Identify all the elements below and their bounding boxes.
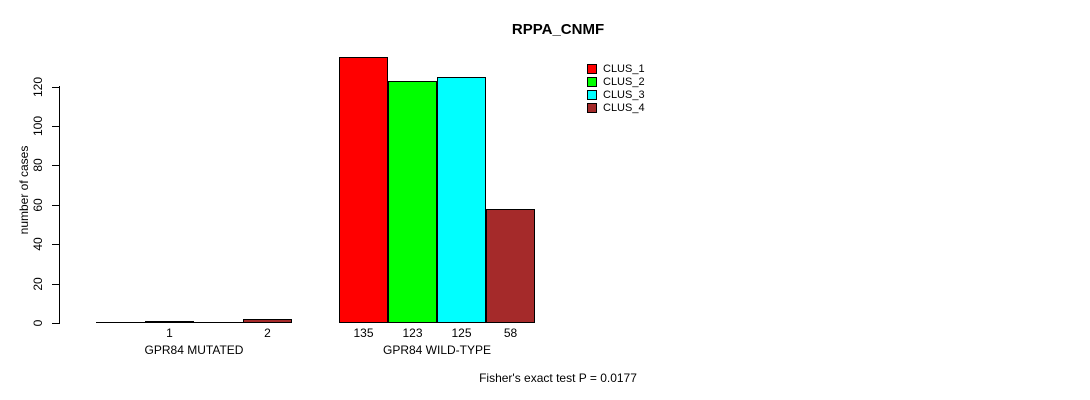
- y-tick-label: 40: [31, 237, 45, 251]
- y-tick-label: 80: [31, 158, 45, 172]
- y-tick: [52, 284, 59, 285]
- legend-label-clus_2: CLUS_2: [603, 76, 645, 88]
- legend-label-clus_1: CLUS_1: [603, 63, 645, 75]
- y-tick-label: 60: [31, 198, 45, 212]
- x-group-label-wildtype: GPR84 WILD-TYPE: [382, 343, 492, 357]
- bar-clus_4: [486, 209, 535, 323]
- legend-label-clus_4: CLUS_4: [603, 102, 645, 114]
- y-tick-label: 100: [31, 115, 45, 137]
- legend-swatch-clus_2: [587, 77, 597, 87]
- fisher-test-annotation: Fisher's exact test P = 0.0177: [479, 371, 637, 385]
- bar-count-label: 135: [353, 326, 374, 340]
- y-tick: [52, 165, 59, 166]
- y-axis-line: [59, 86, 60, 324]
- legend-swatch-clus_4: [587, 103, 597, 113]
- bar-clus_3: [437, 77, 486, 323]
- y-tick: [52, 205, 59, 206]
- bar-count-label: 123: [402, 326, 423, 340]
- x-group-label-mutated: GPR84 MUTATED: [144, 343, 244, 357]
- legend-label-clus_3: CLUS_3: [603, 89, 645, 101]
- bar-clus_2: [388, 81, 437, 323]
- bar-count-label: 1: [166, 326, 173, 340]
- bar-clus_2: [145, 321, 194, 323]
- chart-title: RPPA_CNMF: [511, 21, 605, 38]
- bar-clus_3-zero: [194, 322, 243, 323]
- y-tick-label: 120: [31, 76, 45, 98]
- y-tick: [52, 244, 59, 245]
- bar-clus_1-zero: [96, 322, 145, 323]
- y-tick-label: 0: [31, 319, 45, 327]
- bar-count-label: 125: [451, 326, 472, 340]
- legend-swatch-clus_1: [587, 64, 597, 74]
- y-axis-label: number of cases: [17, 145, 31, 235]
- bar-count-label: 2: [264, 326, 271, 340]
- bar-clus_1: [339, 57, 388, 323]
- bar-clus_4: [243, 319, 292, 323]
- y-tick: [52, 87, 59, 88]
- y-tick: [52, 323, 59, 324]
- y-tick-label: 20: [31, 277, 45, 291]
- y-tick: [52, 126, 59, 127]
- legend-swatch-clus_3: [587, 90, 597, 100]
- bar-count-label: 58: [503, 326, 518, 340]
